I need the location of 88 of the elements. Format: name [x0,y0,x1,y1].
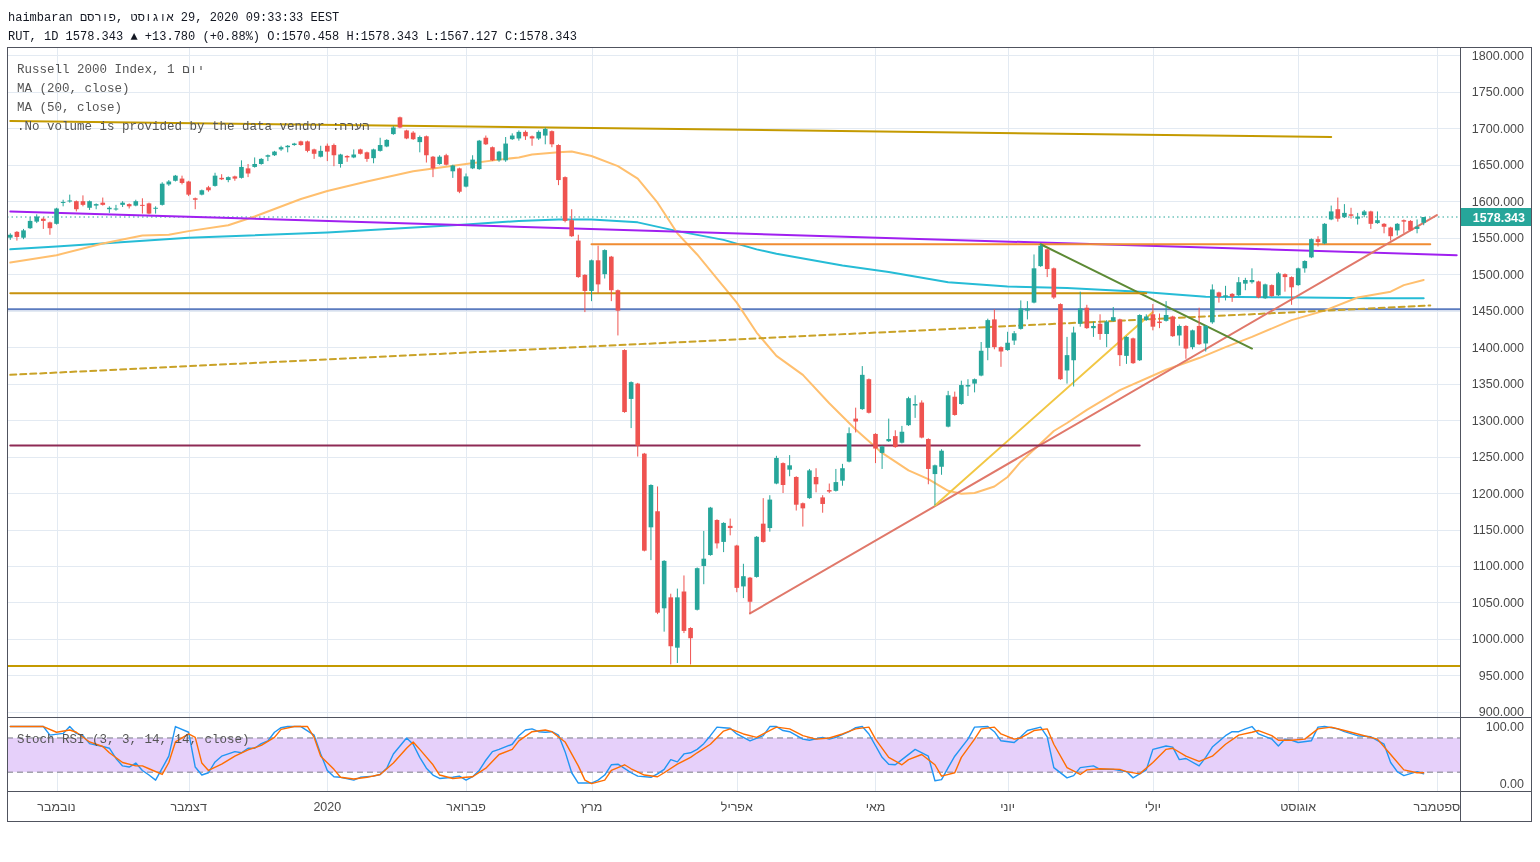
candlestick [1177,324,1182,347]
candlestick [1150,303,1156,331]
x-tick-label: יולי [1144,800,1162,814]
candlestick [760,497,766,544]
candlestick [688,626,693,665]
x-tick-label: אפריל [720,800,753,814]
y-tick-label: 1050.000 [1471,595,1525,610]
y-tick-label: 1350.000 [1471,377,1525,392]
candlestick [701,530,707,585]
line-series [9,150,1425,495]
candlestick [840,463,845,487]
candlestick [1309,237,1314,259]
text: RUT, 1D 1578.343 ▲ +13.780 (+0.88%) O:1570.458 H:1578.343 L:1567.127 C:1578.343 [8,30,577,44]
y-tick-label: 1100.000 [1472,559,1525,574]
candlestick [1104,319,1109,348]
candlestick [1315,235,1321,247]
y-tick-label: 100.00 [1485,720,1525,735]
candlestick [457,167,462,194]
candlestick [311,148,317,160]
candlestick [965,378,971,397]
candlestick [159,181,165,207]
candlestick [1401,218,1407,234]
candlestick [1018,299,1024,331]
candlestick [1348,207,1354,220]
y-tick-label: 1750.000 [1471,85,1525,100]
candlestick [959,380,964,406]
candlestick [833,468,839,493]
x-tick-label: 2020 [313,800,342,814]
candlestick [939,448,944,476]
candlestick [787,454,792,477]
candlestick [1282,272,1288,293]
x-tick-label: דצמבר [170,800,207,814]
x-tick-label: מרץ [580,800,603,814]
y-tick-label: 1400.000 [1471,340,1525,355]
y-tick-label: 1650.000 [1471,158,1525,173]
candlestick [140,197,145,215]
y-tick-label: 1300.000 [1471,413,1525,428]
y-tick-label: 0.00 [1499,777,1525,792]
candlestick [1335,197,1341,223]
candlestick [1038,243,1043,268]
y-tick-label: 1800.000 [1471,48,1525,63]
candlestick [424,135,429,164]
y-tick-label: 1500.000 [1471,267,1525,282]
candlestick [239,159,244,180]
x-tick-label: נובמבר [37,800,76,814]
candlestick [721,521,726,553]
candlestick [1229,292,1235,303]
line-series [9,218,1425,300]
candlestick [153,205,158,215]
candlestick [80,194,86,207]
candlestick [1381,222,1387,234]
y-tick-label: 1250.000 [1471,450,1525,465]
y-tick-label: 1700.000 [1471,121,1525,136]
candlestick [932,464,938,506]
candlestick [503,136,508,163]
x-tick-label: ספטמבר [1413,800,1461,814]
y-tick-label: 1200.000 [1471,486,1525,501]
candlestick [1276,271,1281,297]
candlestick [1025,300,1030,320]
x-tick-label: מאי [865,800,886,814]
candlestick [1289,275,1294,306]
candlestick [1077,291,1083,328]
x-tick-label: פברואר [446,800,486,814]
annotation: MA (50, close) [17,101,123,115]
y-tick-label: 1550.000 [1471,231,1525,246]
x-tick-label: יוני [1000,800,1015,814]
candlestick [1216,291,1222,304]
candlestick [1044,248,1050,278]
candlestick [1203,324,1209,352]
y-tick-label: 950.000 [1478,668,1525,683]
candlestick [853,407,858,433]
candlestick [873,432,878,464]
candlestick [1236,276,1242,297]
candlestick [741,563,746,599]
candlestick [1005,331,1010,352]
candlestick [886,418,892,443]
y-tick-label: 1450.000 [1471,304,1525,319]
y-tick-label: 1150.000 [1472,523,1525,537]
candlestick [952,391,958,417]
y-tick-label: 900.000 [1478,705,1525,720]
candlestick [265,154,271,162]
annotation: MA (200, close) [17,82,130,96]
candlestick [569,208,574,238]
ref-line-label: 1578.343 [1472,210,1526,225]
candlestick [1124,335,1129,365]
y-tick-label: 1000.000 [1471,632,1525,647]
x-tick-label: אוגוסט [1280,800,1317,814]
y-tick-label: 1600.000 [1471,194,1525,209]
